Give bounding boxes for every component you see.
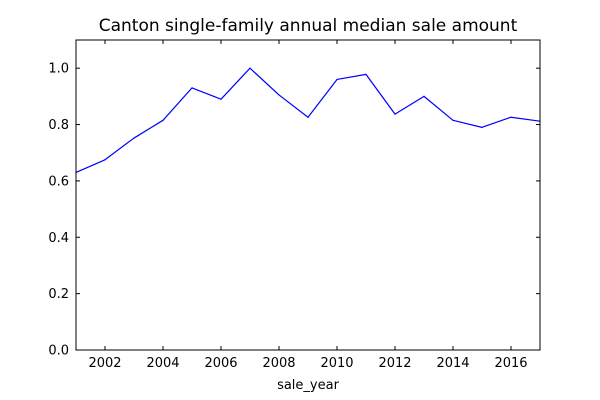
data-point [162, 119, 164, 121]
data-point [133, 137, 135, 139]
plot-frame [75, 39, 541, 351]
data-point [423, 95, 425, 97]
x-tick-label: 2016 [494, 356, 527, 371]
data-point [220, 98, 222, 100]
data-point [481, 126, 483, 128]
data-point [104, 159, 106, 161]
data-point [191, 87, 193, 89]
x-tick-label: 2006 [204, 356, 237, 371]
y-tick-label: 0.8 [48, 118, 69, 133]
y-tick-label: 0.0 [48, 344, 69, 359]
y-tick-label: 0.2 [48, 287, 69, 302]
axis-ticks: 2002 2004 2006 2008 2010 2012 2014 2016 0.0 0.2 0.… [48, 40, 540, 371]
x-tick-label: 2002 [88, 356, 121, 371]
data-point [394, 113, 396, 115]
y-tick-label: 1.0 [48, 62, 69, 77]
chart-title: Canton single-family annual median sale … [99, 16, 518, 36]
series-layer [75, 67, 541, 174]
y-tick-label: 0.6 [48, 174, 69, 189]
x-axis-label: sale_year [277, 378, 340, 393]
x-tick-label: 2010 [320, 356, 353, 371]
data-point [452, 119, 454, 121]
data-point [510, 116, 512, 118]
data-point [278, 94, 280, 96]
data-point [365, 73, 367, 75]
data-point [307, 116, 309, 118]
data-point [336, 78, 338, 81]
y-tick-label: 0.4 [48, 231, 69, 246]
x-tick-label: 2014 [436, 356, 469, 371]
data-point [249, 67, 251, 69]
x-tick-label: 2012 [378, 356, 411, 371]
x-tick-label: 2008 [262, 356, 295, 371]
x-tick-label: 2004 [146, 356, 179, 371]
